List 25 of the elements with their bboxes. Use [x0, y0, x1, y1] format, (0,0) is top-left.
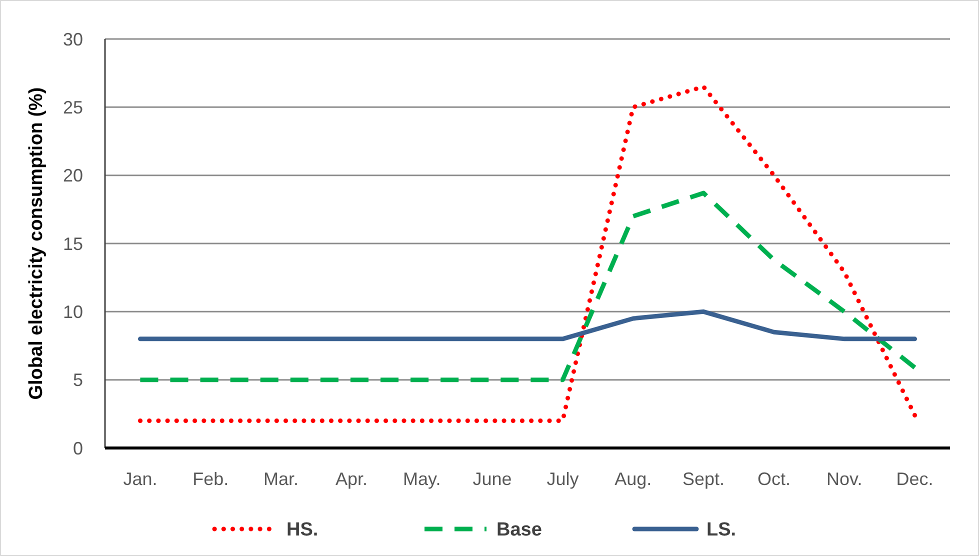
- line-series: [138, 309, 918, 342]
- legend-label: Base: [496, 520, 542, 541]
- x-tick-label: Aug.: [614, 469, 652, 489]
- y-tick-label: 5: [72, 370, 83, 390]
- y-tick-label: 25: [62, 97, 83, 118]
- y-axis-title: Global electricity consumption (%): [26, 87, 47, 400]
- x-tick-label: Oct.: [757, 469, 790, 489]
- y-tick-label: 30: [62, 29, 83, 50]
- legend-label: LS.: [706, 520, 736, 541]
- x-tick-label: July: [546, 469, 579, 489]
- x-tick-label: Nov.: [826, 469, 862, 489]
- y-tick-label: 15: [62, 234, 83, 254]
- x-tick-label: June: [472, 469, 512, 489]
- x-tick-label: Feb.: [192, 469, 229, 489]
- x-tick-label: May.: [403, 469, 441, 489]
- x-tick-label: Apr.: [335, 469, 368, 489]
- legend-label: HS.: [286, 520, 318, 541]
- line-series: [138, 84, 918, 423]
- y-tick-label: 10: [62, 302, 83, 322]
- x-tick-label: Mar.: [264, 469, 299, 489]
- y-tick-label: 20: [62, 166, 83, 186]
- y-tick-label: 0: [72, 438, 83, 458]
- x-tick-label: Dec.: [896, 469, 934, 489]
- x-tick-label: Sept.: [682, 469, 725, 489]
- x-tick-label: Jan.: [123, 469, 158, 489]
